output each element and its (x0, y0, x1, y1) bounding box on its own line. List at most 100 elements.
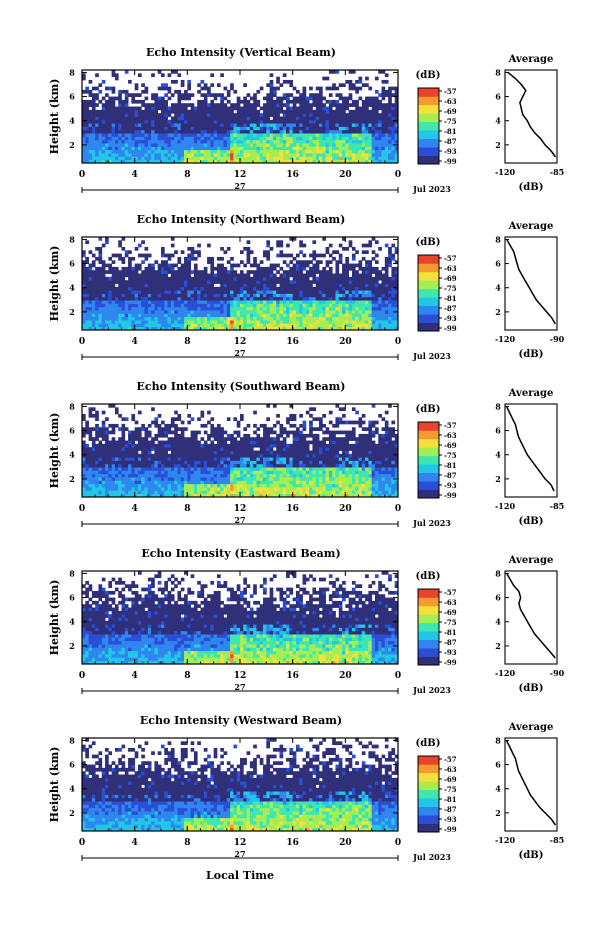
heatmap-cell (213, 316, 218, 321)
heatmap-cell (230, 273, 234, 278)
heatmap-cell (319, 109, 323, 114)
heatmap-cell (243, 290, 247, 294)
heatmap-cell (151, 129, 155, 134)
heatmap-cell (351, 123, 356, 127)
heatmap-cell (246, 280, 251, 284)
heatmap-cell (101, 139, 106, 144)
heatmap-cell (174, 113, 178, 117)
heatmap-cell (361, 153, 366, 157)
heatmap-cell (230, 86, 234, 91)
heatmap-cell (128, 149, 132, 154)
heatmap-cell (151, 93, 155, 97)
heatmap (82, 237, 399, 331)
heatmap-cell (98, 256, 103, 261)
heatmap-cell (187, 463, 192, 468)
heatmap-cell (249, 300, 254, 304)
heatmap-cell (305, 99, 310, 104)
heatmap-cell (240, 133, 244, 137)
heatmap-cell (365, 136, 369, 141)
heatmap-cell (351, 263, 356, 268)
heatmap-cell (95, 427, 99, 431)
heatmap-cell (358, 146, 363, 151)
heatmap-cell (322, 136, 326, 141)
heatmap-cell (223, 273, 228, 278)
heatmap-cell (88, 323, 93, 328)
heatmap-cell (190, 310, 195, 314)
heatmap-cell (371, 159, 376, 164)
heatmap-cell (371, 306, 376, 311)
heatmap-cell (355, 106, 359, 111)
heatmap-cell (325, 283, 330, 288)
heatmap-cell (108, 316, 113, 321)
heatmap-cell (154, 473, 159, 478)
heatmap-cell (118, 256, 122, 261)
heatmap-cell (167, 487, 172, 491)
heatmap-cell (299, 250, 303, 255)
heatmap-cell (114, 493, 119, 498)
heatmap-cell (137, 156, 142, 161)
colorbar-tick-label: -75 (444, 284, 457, 293)
heatmap-cell (302, 116, 307, 121)
heatmap-cell (177, 146, 182, 151)
heatmap-cell (332, 143, 336, 147)
heatmap-cell (203, 133, 208, 137)
heatmap-cell (243, 113, 247, 117)
heatmap-cell (322, 129, 326, 134)
heatmap-cell (144, 437, 149, 441)
heatmap-cell (190, 139, 195, 144)
heatmap-cell (174, 296, 178, 301)
heatmap-cell (184, 450, 188, 455)
heatmap-cell (358, 106, 363, 111)
heatmap-cell (154, 493, 159, 498)
heatmap-cell (286, 103, 290, 107)
heatmap-cell (91, 323, 96, 328)
heatmap-cell (95, 103, 99, 107)
heatmap-cell (365, 113, 369, 117)
heatmap-cell (388, 96, 392, 101)
heatmap-cell (128, 290, 132, 294)
heatmap-cell (137, 493, 142, 498)
heatmap-cell (203, 136, 208, 141)
heatmap-cell (151, 263, 155, 268)
heatmap-cell (233, 276, 238, 281)
heatmap-cell (220, 133, 224, 137)
average-y-tick-label: 4 (495, 283, 501, 293)
heatmap-cell (246, 253, 251, 258)
heatmap-cell (167, 303, 172, 308)
heatmap-cell (151, 483, 155, 488)
heatmap-cell (82, 113, 86, 117)
heatmap-cell (269, 149, 274, 154)
heatmap-cell (105, 156, 109, 161)
heatmap-cell (121, 316, 126, 321)
heatmap-cell (147, 290, 152, 294)
heatmap-cell (193, 136, 198, 141)
heatmap-cell (391, 123, 396, 127)
heatmap-cell (170, 293, 175, 298)
heatmap-cell (220, 296, 224, 301)
heatmap-cell (269, 83, 274, 88)
heatmap-cell (167, 427, 172, 431)
heatmap-cell (223, 136, 228, 141)
heatmap-cell (184, 260, 188, 264)
heatmap-cell (174, 286, 178, 291)
heatmap-cell (223, 139, 228, 144)
heatmap-cell (180, 106, 185, 111)
heatmap-cell (272, 296, 277, 301)
heatmap-cell (141, 143, 145, 147)
heatmap-cell (141, 440, 145, 445)
heatmap-cell (187, 420, 192, 425)
heatmap-cell (121, 296, 126, 301)
heatmap-cell (124, 417, 129, 422)
heatmap-cell (105, 480, 109, 485)
heatmap-cell (95, 129, 99, 134)
heatmap-cell (292, 303, 297, 308)
heatmap-cell (216, 323, 221, 328)
heatmap-cell (394, 300, 399, 304)
heatmap-cell (98, 133, 103, 137)
heatmap-cell (161, 433, 165, 438)
heatmap-cell (388, 316, 392, 321)
heatmap-cell (309, 119, 313, 124)
heatmap-cell (276, 280, 280, 284)
heatmap-cell (187, 280, 192, 284)
heatmap-cell (312, 290, 317, 294)
